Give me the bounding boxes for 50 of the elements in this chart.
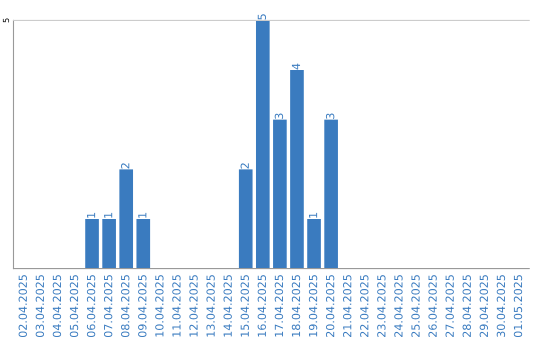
data-label: 3 xyxy=(274,114,284,119)
x-tick-label: 24.04.2025 xyxy=(394,275,403,337)
x-tick-label: 23.04.2025 xyxy=(377,275,386,337)
bar xyxy=(119,169,134,269)
x-tick-label: 09.04.2025 xyxy=(138,275,147,338)
x-tick-label: 11.04.2025 xyxy=(172,275,181,337)
x-tick-label: 21.04.2025 xyxy=(343,275,352,337)
data-label: 5 xyxy=(258,14,266,20)
x-tick-label: 14.04.2025 xyxy=(223,275,232,337)
x-tick-label: 26.04.2025 xyxy=(428,275,437,337)
bar xyxy=(238,169,253,269)
bar xyxy=(307,218,321,269)
x-tick-label: 10.04.2025 xyxy=(155,275,164,337)
bar xyxy=(102,218,116,269)
x-tick-label: 19.04.2025 xyxy=(308,275,318,337)
x-tick-label: 29.04.2025 xyxy=(480,275,488,337)
x-tick-label: 27.04.2025 xyxy=(445,275,454,337)
x-tick-label: 01.05.2025 xyxy=(514,275,522,338)
data-label: 1 xyxy=(138,212,146,218)
x-tick-label: 17.04.2025 xyxy=(274,275,284,337)
bar xyxy=(256,20,270,269)
x-tick-label: 30.04.2025 xyxy=(496,275,506,337)
x-tick-label: 20.04.2025 xyxy=(326,275,334,337)
bar xyxy=(136,218,150,269)
x-tick-label: 22.04.2025 xyxy=(360,275,368,337)
bar xyxy=(85,218,99,269)
x-tick-label: 06.04.2025 xyxy=(86,275,96,338)
bar xyxy=(290,70,304,269)
x-tick-label: 12.04.2025 xyxy=(189,275,198,337)
data-label: 1 xyxy=(309,212,318,218)
x-tick-label: 07.04.2025 xyxy=(104,275,112,338)
data-label: 2 xyxy=(240,163,249,169)
data-label: 3 xyxy=(326,114,334,119)
x-tick-label: 02.04.2025 xyxy=(18,275,27,338)
x-tick-label: 08.04.2025 xyxy=(121,275,130,338)
bar xyxy=(273,120,287,269)
data-label: 2 xyxy=(121,163,130,169)
data-label: 4 xyxy=(292,64,300,70)
x-tick-label: 13.04.2025 xyxy=(206,275,215,337)
x-tick-label: 28.04.2025 xyxy=(462,275,471,337)
data-label: 1 xyxy=(87,212,96,218)
x-tick-label: 25.04.2025 xyxy=(411,275,420,337)
bar xyxy=(324,120,338,269)
x-tick-label: 04.04.2025 xyxy=(52,275,62,338)
x-tick-label: 03.04.2025 xyxy=(36,275,44,338)
x-tick-label: 16.04.2025 xyxy=(258,275,266,337)
x-tick-label: 18.04.2025 xyxy=(292,275,300,337)
data-label: 1 xyxy=(104,212,112,218)
x-tick-label: 05.04.2025 xyxy=(70,275,78,338)
x-tick-label: 15.04.2025 xyxy=(240,275,249,337)
